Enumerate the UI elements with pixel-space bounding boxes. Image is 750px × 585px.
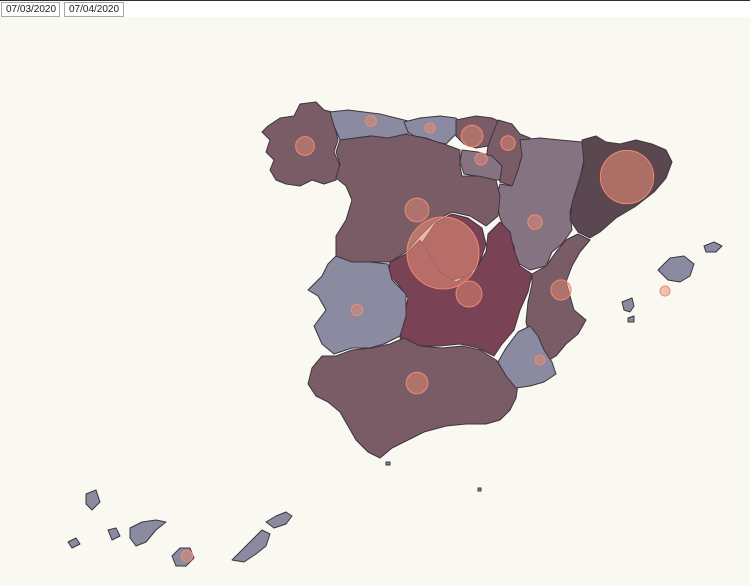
region-shape-islas-baleares-3[interactable]: [627, 315, 635, 323]
region-shape-islas-baleares-0[interactable]: [657, 255, 695, 283]
bubble-pais-vasco[interactable]: [460, 124, 484, 148]
date-button-0[interactable]: 07/03/2020: [1, 2, 60, 17]
region-ceuta[interactable]: [385, 461, 391, 466]
region-shape-murcia-0[interactable]: [497, 325, 557, 389]
region-shape-andalucia-0[interactable]: [307, 337, 519, 459]
region-shape-melilla-0[interactable]: [477, 487, 482, 492]
date-toolbar: 07/03/2020 07/04/2020: [0, 0, 750, 17]
bubble-cantabria[interactable]: [424, 122, 436, 134]
bubble-comunidad-valenciana[interactable]: [550, 279, 572, 301]
bubble-galicia[interactable]: [295, 136, 315, 156]
region-shape-islas-baleares-2[interactable]: [703, 241, 723, 253]
region-canarias[interactable]: [67, 489, 293, 567]
region-melilla[interactable]: [477, 487, 482, 492]
bubble-islas-baleares[interactable]: [659, 285, 671, 297]
region-shape-ceuta-0[interactable]: [385, 461, 391, 466]
bubble-cataluna[interactable]: [599, 149, 655, 205]
bubble-aragon[interactable]: [527, 214, 543, 230]
bubble-canarias[interactable]: [180, 549, 194, 563]
bubbles-layer: [180, 115, 671, 563]
region-murcia[interactable]: [497, 325, 557, 389]
region-shape-canarias-2[interactable]: [107, 527, 121, 541]
bubble-madrid[interactable]: [406, 216, 480, 290]
bubble-castilla-la-mancha[interactable]: [455, 280, 483, 308]
bubble-murcia[interactable]: [534, 354, 546, 366]
date-button-1[interactable]: 07/04/2020: [64, 2, 124, 17]
region-shape-canarias-5[interactable]: [231, 529, 271, 563]
bubble-navarra[interactable]: [500, 135, 516, 151]
spain-map: [0, 17, 750, 585]
region-islas-baleares[interactable]: [621, 241, 723, 323]
region-shape-canarias-0[interactable]: [85, 489, 101, 511]
region-shape-canarias-6[interactable]: [265, 511, 293, 529]
region-shape-canarias-1[interactable]: [67, 537, 81, 549]
bubble-la-rioja[interactable]: [474, 152, 488, 166]
bubble-asturias[interactable]: [365, 115, 377, 127]
bubble-andalucia[interactable]: [405, 371, 429, 395]
region-shape-islas-baleares-1[interactable]: [621, 297, 635, 313]
bubble-castilla-y-leon[interactable]: [404, 197, 430, 223]
region-andalucia[interactable]: [307, 337, 519, 459]
bubble-extremadura[interactable]: [350, 303, 364, 317]
region-shape-canarias-3[interactable]: [129, 519, 167, 547]
